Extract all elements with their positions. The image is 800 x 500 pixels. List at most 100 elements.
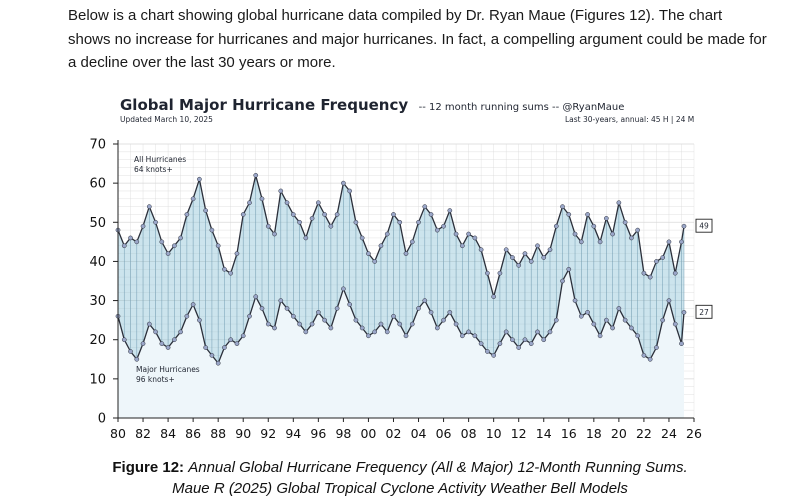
- all-hurricanes-point: [535, 243, 540, 249]
- all-hurricanes-point: [447, 208, 453, 213]
- major-hurricanes-point: [616, 306, 622, 311]
- major-hurricanes-point: [672, 321, 678, 327]
- major-hurricanes-point: [278, 298, 284, 303]
- all-hurricanes-point: [391, 212, 396, 217]
- all-hurricanes-point: [578, 239, 584, 245]
- all-hurricanes-point: [681, 223, 687, 229]
- all-hurricanes-point: [547, 247, 553, 253]
- x-tick-label: 10: [486, 426, 502, 441]
- all-hurricanes-point: [641, 270, 647, 276]
- all-hurricanes-point: [522, 251, 528, 256]
- all-hurricanes-point: [165, 251, 171, 256]
- chart-updated-date: Updated March 10, 2025: [120, 115, 213, 124]
- all-hurricanes-point: [347, 188, 353, 194]
- series-markers: [115, 172, 687, 366]
- major-hurricanes-point: [184, 313, 190, 319]
- major-hurricanes-point: [510, 337, 515, 343]
- all-hurricanes-point: [622, 219, 628, 225]
- major-fill: [118, 269, 684, 418]
- major-hurricanes-point: [679, 341, 684, 346]
- all-hurricanes-point: [228, 270, 234, 276]
- x-tick-label: 96: [310, 426, 326, 441]
- all-hurricanes-point: [328, 223, 334, 229]
- major-hurricanes-point: [547, 329, 553, 335]
- major-hurricanes-point: [134, 356, 140, 362]
- all-hurricanes-label: 64 knots+: [134, 165, 173, 174]
- major-hurricanes-point: [384, 329, 390, 335]
- major-hurricanes-point: [128, 349, 133, 354]
- major-hurricanes-point: [391, 313, 396, 319]
- all-hurricanes-point: [203, 208, 209, 213]
- chart-annual-note: Last 30-years, annual: 45 H | 24 M: [565, 115, 694, 124]
- major-hurricanes-point: [303, 329, 309, 335]
- intro-paragraph: Below is a chart showing global hurrican…: [68, 7, 767, 71]
- all-hurricanes-point: [359, 235, 365, 241]
- all-hurricanes-point: [128, 235, 133, 241]
- all-hurricanes-point: [679, 239, 684, 245]
- major-hurricanes-point: [497, 341, 503, 346]
- major-hurricanes-point: [228, 337, 234, 343]
- all-hurricanes-point: [428, 212, 434, 217]
- major-hurricanes-point: [660, 317, 666, 323]
- major-hurricanes-point: [378, 321, 384, 327]
- y-tick-label: 50: [89, 216, 106, 231]
- major-hurricanes-point: [566, 266, 572, 272]
- all-hurricanes-point: [265, 223, 271, 229]
- major-hurricanes-point: [491, 353, 497, 358]
- x-tick-label: 86: [185, 426, 201, 441]
- major-hurricanes-point: [459, 333, 465, 339]
- major-hurricanes-point: [322, 317, 327, 323]
- major-hurricanes-point: [165, 345, 171, 350]
- major-hurricanes-point: [541, 337, 547, 343]
- all-hurricanes-point: [197, 176, 202, 182]
- major-hurricanes-point: [478, 341, 484, 346]
- end-value-boxes: 49 27: [695, 218, 713, 319]
- all-hurricanes-point: [284, 200, 290, 206]
- major-hurricanes-point: [516, 345, 522, 350]
- all-hurricanes-point: [553, 223, 559, 229]
- all-hurricanes-point: [560, 204, 565, 209]
- end-value-label: 49: [699, 222, 709, 231]
- x-tick-label: 94: [285, 426, 301, 441]
- major-hurricanes-point: [597, 333, 603, 339]
- all-hurricanes-point: [409, 239, 415, 245]
- chart-title: Global Major Hurricane Frequency -- 12 m…: [120, 96, 624, 114]
- x-tick-label: 82: [135, 426, 151, 441]
- major-hurricanes-point: [121, 337, 127, 343]
- all-hurricanes-point: [585, 212, 590, 217]
- all-hurricanes-point: [366, 251, 371, 256]
- all-hurricanes-point: [134, 239, 140, 245]
- axes: [113, 140, 695, 422]
- major-hurricanes-point: [146, 321, 152, 327]
- x-tick-label: 84: [160, 426, 176, 441]
- major-hurricanes-point: [553, 317, 559, 323]
- major-hurricanes-point: [472, 333, 478, 339]
- major-hurricanes-point: [654, 345, 659, 350]
- all-hurricanes-point: [616, 200, 622, 206]
- major-hurricanes-point: [159, 341, 165, 346]
- y-tick-label: 40: [89, 255, 106, 270]
- all-hurricanes-point: [240, 212, 246, 217]
- x-tick-label: 22: [636, 426, 652, 441]
- x-tick-label: 98: [335, 426, 351, 441]
- y-tick-label: 70: [89, 138, 106, 153]
- x-tick-label: 06: [436, 426, 452, 441]
- all-hurricanes-point: [491, 294, 497, 300]
- all-hurricanes-point: [610, 231, 615, 237]
- all-hurricanes-point: [171, 243, 177, 249]
- all-hurricanes-point: [397, 219, 403, 225]
- x-tick-label: 18: [586, 426, 602, 441]
- major-hurricanes-point: [622, 317, 628, 323]
- major-hurricanes-point: [422, 298, 428, 303]
- major-hurricanes-point: [453, 321, 459, 327]
- all-hurricanes-point: [441, 223, 446, 229]
- major-hurricanes-point: [641, 353, 647, 358]
- all-hurricanes-point: [303, 235, 309, 241]
- x-tick-label: 20: [611, 426, 627, 441]
- x-tick-label: 08: [461, 426, 477, 441]
- all-hurricanes-point: [478, 247, 484, 253]
- chart-svg: Global Major Hurricane Frequency -- 12 m…: [82, 88, 717, 453]
- major-hurricanes-point: [503, 329, 509, 335]
- all-hurricanes-point: [654, 259, 659, 264]
